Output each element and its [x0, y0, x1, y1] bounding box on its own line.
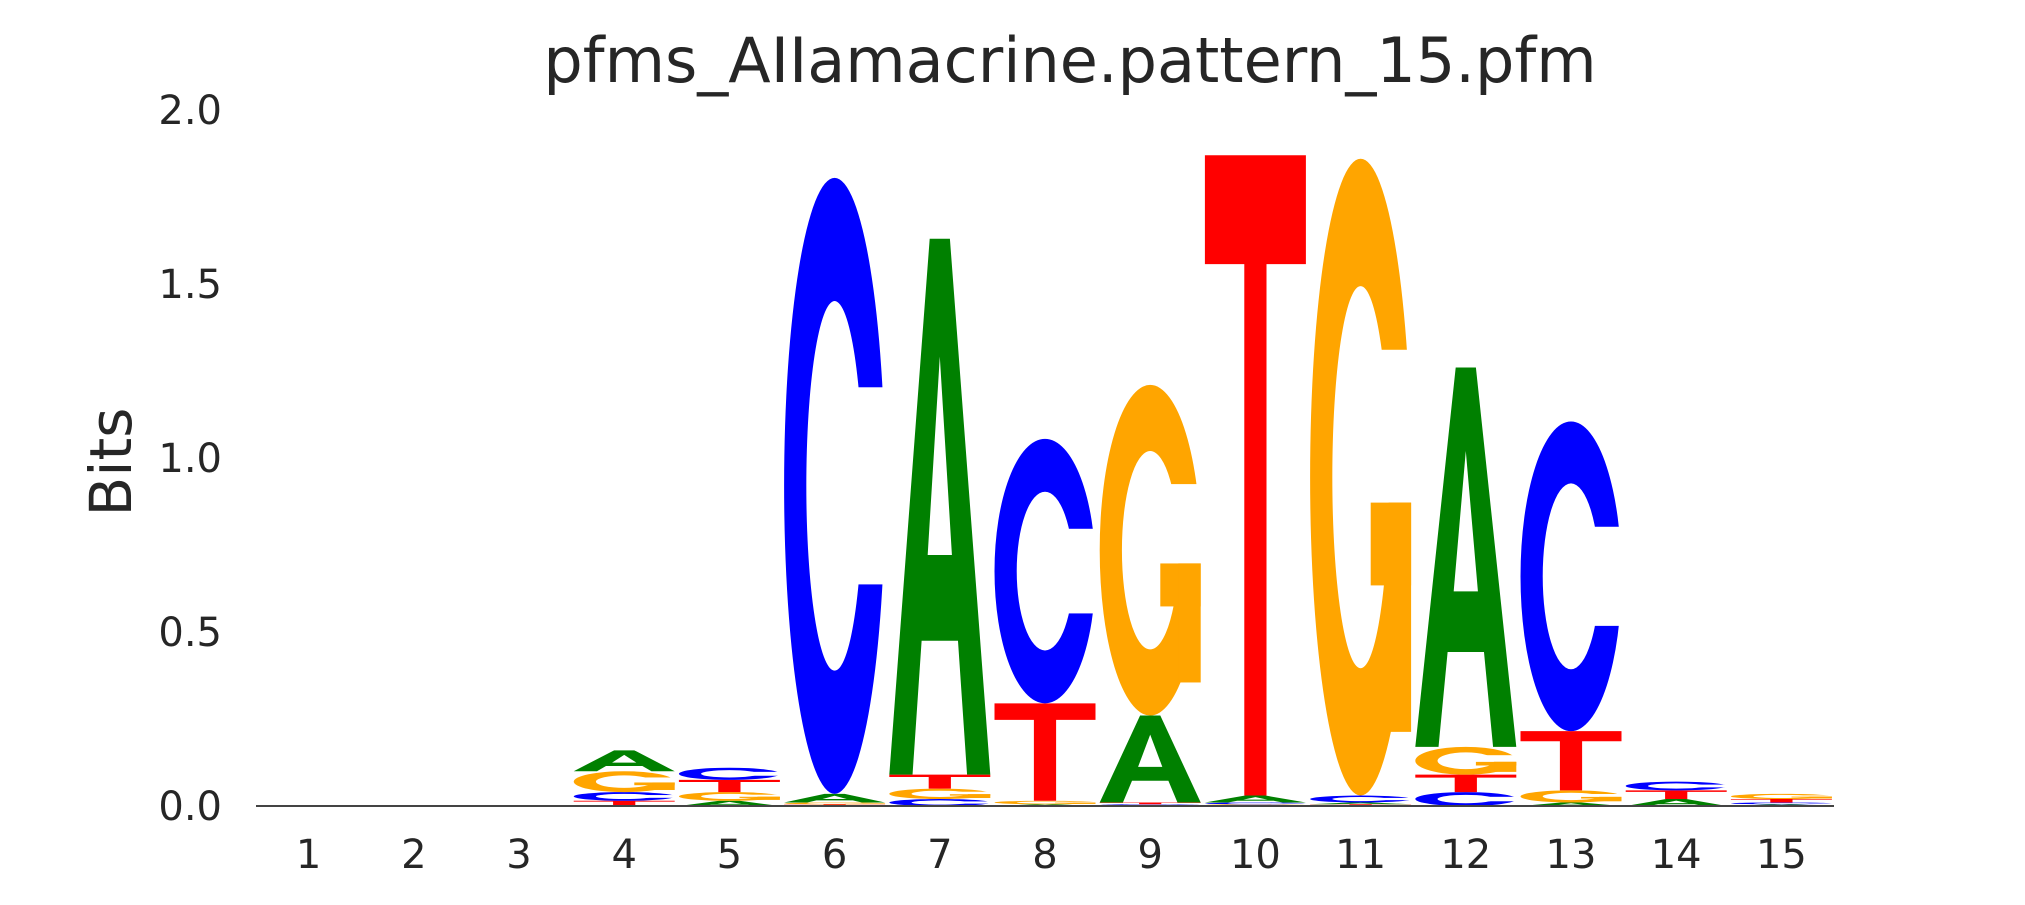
logo-letter-C: [574, 792, 677, 801]
y-tick-label: 1.0: [158, 436, 222, 482]
logo-letter-C: [995, 439, 1098, 703]
logo-letter-T: [1731, 799, 1832, 802]
logo-letter-C: [889, 799, 992, 806]
logo-letter-C: [1521, 421, 1624, 731]
y-tick-label: 1.5: [158, 262, 222, 308]
y-axis-label: Bits: [77, 408, 145, 517]
logo-letter-T: [679, 780, 780, 792]
logo-letter-A: [889, 239, 990, 775]
logo-letter-A: [784, 794, 885, 803]
logo-letter-G: [995, 801, 1098, 804]
logo-letter-G: [1310, 159, 1413, 796]
x-tick-label: 3: [506, 832, 531, 878]
logo-letter-G: [679, 792, 782, 801]
x-tick-label: 2: [401, 832, 426, 878]
logo-letter-T: [1626, 790, 1727, 799]
logo-letter-T: [1415, 775, 1516, 792]
x-tick-label: 5: [717, 832, 742, 878]
x-tick-label: 14: [1651, 832, 1702, 878]
logo-letter-C: [784, 178, 887, 794]
x-tick-label: 8: [1032, 832, 1057, 878]
logo-letter-G: [1415, 747, 1518, 775]
x-tick-label: 12: [1440, 832, 1491, 878]
chart-title: pfms_AIIamacrine.pattern_15.pfm: [543, 24, 1596, 97]
logo-letter-A: [1310, 803, 1411, 805]
logo-letter-T: [1100, 803, 1201, 805]
letter-stacks: [574, 155, 1834, 806]
x-tick-label: 4: [611, 832, 636, 878]
x-tick-label: 1: [296, 832, 321, 878]
x-tick-label: 15: [1756, 832, 1807, 878]
logo-letter-C: [679, 768, 782, 780]
y-tick-label: 0.5: [158, 610, 222, 656]
x-tick-label: 9: [1137, 832, 1162, 878]
logo-letter-A: [574, 750, 675, 771]
y-tick-label: 0.0: [158, 784, 222, 830]
logo-letter-C: [1415, 792, 1518, 806]
logo-letter-A: [1100, 716, 1201, 803]
x-tick-label: 11: [1335, 832, 1386, 878]
logo-letter-T: [995, 703, 1096, 800]
logo-letter-C: [1731, 803, 1834, 805]
logo-letter-C: [1205, 803, 1308, 805]
y-tick-label: 2.0: [158, 88, 222, 134]
x-tick-label: 7: [927, 832, 952, 878]
x-tick-label: 10: [1230, 832, 1281, 878]
logo-letter-G: [889, 789, 992, 799]
logo-letter-T: [1521, 731, 1622, 790]
x-tick-label: 13: [1546, 832, 1597, 878]
logo-letter-T: [1205, 155, 1306, 795]
logo-letter-G: [574, 771, 677, 792]
logo-letter-T: [889, 775, 990, 789]
x-tick-label: 6: [822, 832, 847, 878]
logo-letter-G: [1521, 790, 1624, 802]
logo-letter-C: [1626, 782, 1729, 791]
logo-letter-A: [1626, 799, 1727, 806]
y-axis-ticks: 0.0 0.5 1.0 1.5 2.0: [158, 88, 222, 830]
logo-letter-G: [784, 803, 887, 805]
logo-letter-C: [1310, 796, 1413, 803]
logo-letter-G: [1731, 794, 1834, 799]
logo-letter-A: [1205, 796, 1306, 803]
logo-letter-A: [1415, 368, 1516, 747]
logo-letter-G: [1100, 385, 1203, 716]
